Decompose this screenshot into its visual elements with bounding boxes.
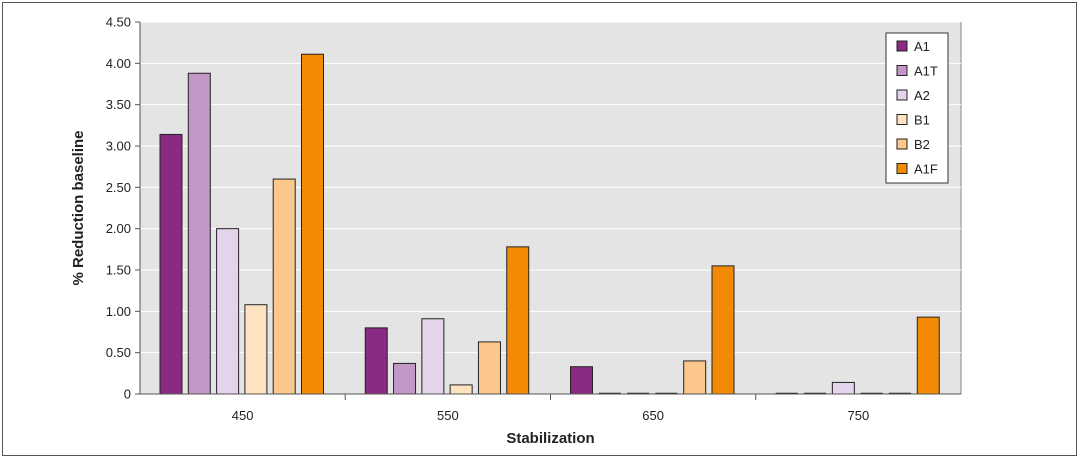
- bar-A1T-450: [187, 72, 211, 395]
- bar-A2-750: [831, 381, 855, 395]
- y-tick-label: 0.50: [106, 345, 131, 360]
- bar-A1-650: [570, 366, 593, 395]
- bar-A1-450: [159, 133, 183, 395]
- bar-A2-550: [421, 318, 445, 395]
- y-tick-label: 1.00: [106, 304, 131, 319]
- legend: A1 A1T A2 B1 B2 A1F: [885, 32, 949, 184]
- bar-B2-550: [477, 341, 501, 395]
- bar-A2-450: [216, 228, 240, 395]
- legend-swatch-A1F: [896, 163, 908, 174]
- y-tick-label: 4.50: [106, 15, 131, 30]
- x-tick-labels: 450 550 650 750: [232, 394, 869, 423]
- legend-label-B2: B2: [914, 137, 930, 152]
- x-axis-title: Stabilization: [506, 430, 594, 447]
- y-tick-label: 1.50: [106, 263, 131, 278]
- bar-A1F-650: [711, 265, 735, 395]
- x-tick-label: 550: [437, 408, 459, 423]
- y-tick-label: 0: [124, 387, 131, 402]
- legend-swatch-B2: [896, 138, 908, 150]
- bar-B2-450: [272, 178, 296, 395]
- y-tick-label: 2.50: [106, 180, 131, 195]
- y-tick-label: 4.00: [106, 56, 131, 71]
- bar-A1T-550: [393, 362, 417, 395]
- bar-B1-550: [449, 384, 473, 395]
- legend-swatch-A1: [896, 40, 908, 52]
- bar-A1-550: [364, 327, 388, 395]
- x-tick-label: 650: [642, 408, 664, 423]
- legend-label-A1T: A1T: [914, 64, 938, 79]
- legend-box: [885, 32, 949, 184]
- y-tick-label: 2.00: [106, 221, 131, 236]
- legend-label-A1: A1: [914, 39, 930, 54]
- x-tick-label: 450: [232, 408, 254, 423]
- bar-A1F-450: [301, 53, 324, 395]
- y-axis-title: % Reduction baseline: [70, 130, 87, 285]
- legend-label-B1: B1: [914, 113, 930, 128]
- y-tick-label: 3.00: [106, 139, 131, 154]
- bar-B2-650: [683, 360, 707, 395]
- legend-label-A1F: A1F: [914, 162, 938, 177]
- bar-B1-450: [244, 304, 268, 395]
- x-tick-label: 750: [848, 408, 870, 423]
- bar-A1F-550: [506, 246, 530, 395]
- y-tick-labels: 0 0.50 1.00 1.50 2.00 2.50 3.00 3.50 4.00 4.50: [106, 15, 140, 402]
- bar-series: [159, 53, 940, 395]
- legend-swatch-A2: [896, 89, 908, 101]
- legend-swatch-A1T: [896, 65, 908, 76]
- bar-A1F-750: [916, 316, 940, 395]
- legend-label-A2: A2: [914, 88, 930, 103]
- y-tick-label: 3.50: [106, 97, 131, 112]
- legend-swatch-B1: [896, 114, 908, 125]
